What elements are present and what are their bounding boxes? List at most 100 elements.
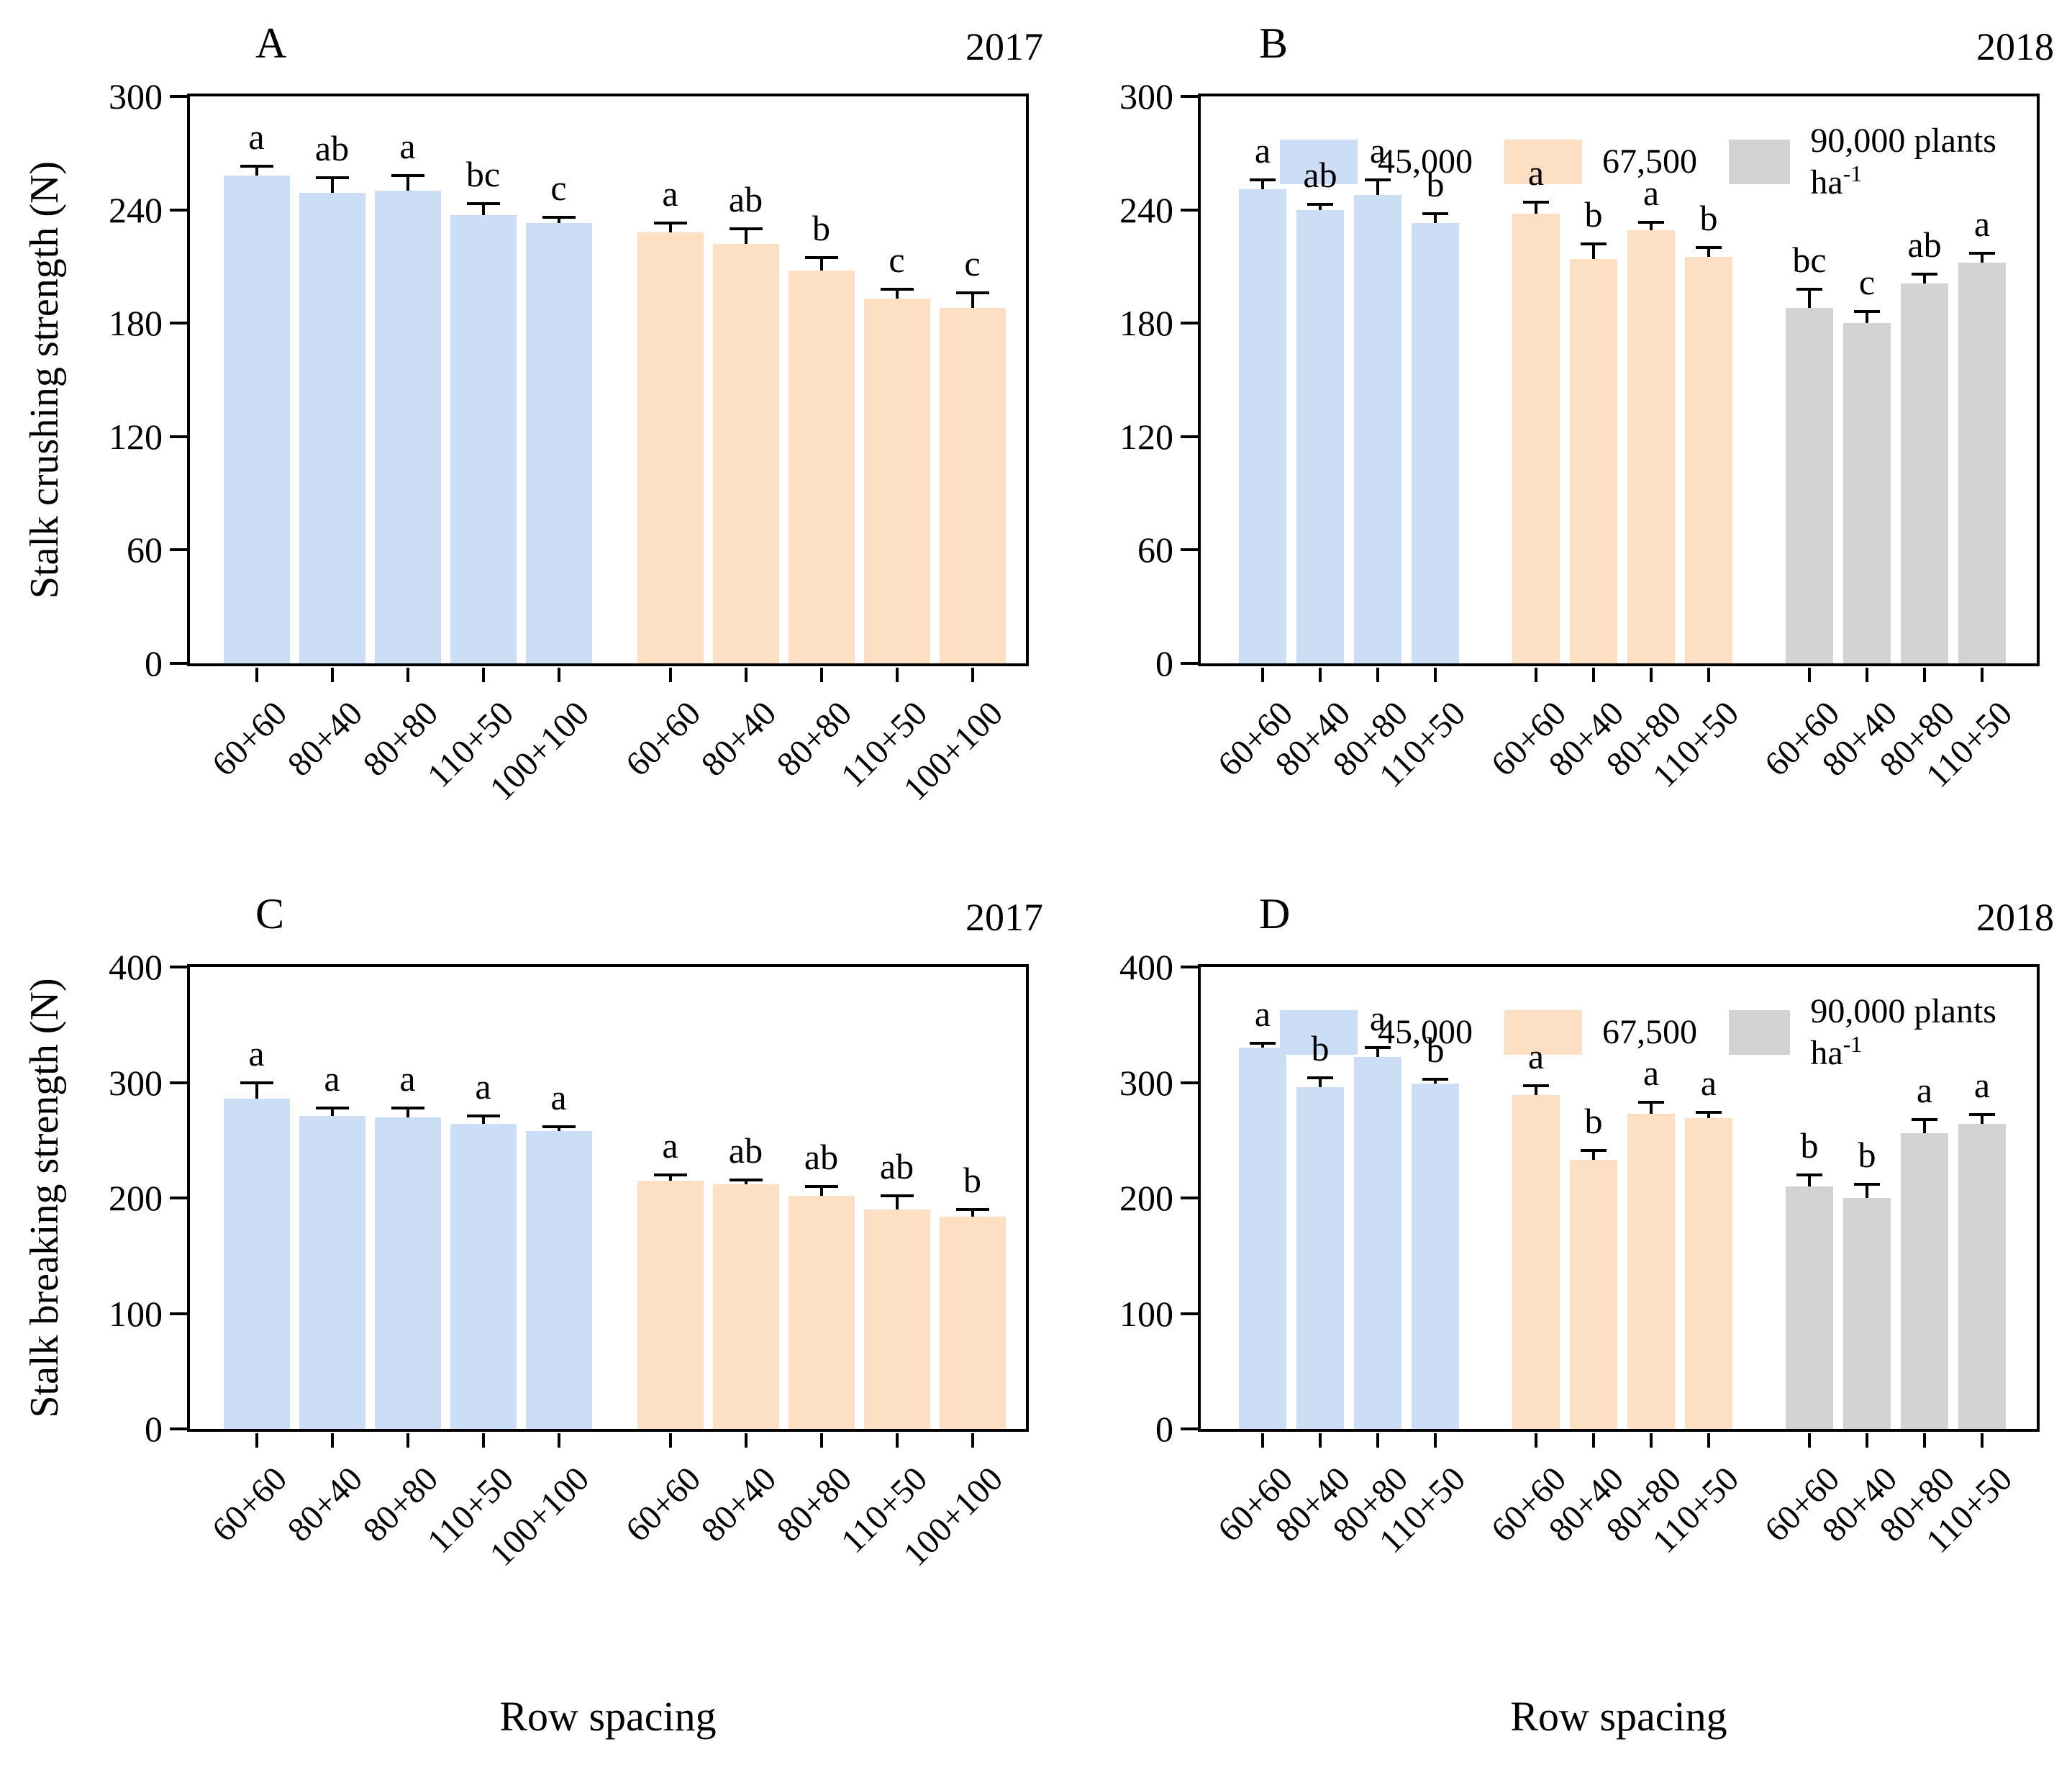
x-tick-mark <box>1650 1433 1653 1448</box>
bar-slot: ab 80+40 <box>694 96 783 784</box>
bar-slot: b 80+40 <box>1542 967 1632 1549</box>
significance-letter: a <box>399 1058 416 1099</box>
x-tick-mark <box>330 668 334 682</box>
x-tick-mark <box>1535 668 1537 682</box>
y-tick-mark <box>170 209 187 212</box>
x-tick-mark <box>1650 668 1653 682</box>
x-category-label: 60+60 <box>204 1459 294 1550</box>
bar-slot: b 110+50 <box>1372 96 1473 795</box>
error-bar-stem <box>1866 312 1868 323</box>
bars-row: a 60+60 a 80+40 a 80+80 a 110+50 a 100+100 a 60+60 a… <box>190 967 1026 1574</box>
error-bar-cap <box>1912 1118 1937 1121</box>
y-tick-mark <box>1181 1197 1198 1199</box>
bar-slot: a 110+50 <box>419 967 521 1561</box>
significance-letter: a <box>399 126 416 166</box>
y-axis-title-crushing: Stalk crushing strength (N) <box>22 160 67 599</box>
significance-letter: b <box>1311 1028 1330 1068</box>
error-bar-cap <box>542 216 576 219</box>
x-tick-mark <box>406 668 409 682</box>
significance-letter: b <box>1800 1125 1819 1166</box>
bar-slot: ab 80+80 <box>1873 96 1963 784</box>
error-bar-cap <box>1581 242 1607 245</box>
bar-D-45000-80+40 <box>1296 1087 1344 1429</box>
x-tick-mark <box>1981 668 1984 682</box>
error-bar-stem <box>1376 180 1379 195</box>
bar-slot: a 60+60 <box>204 967 294 1549</box>
bar-slot: b 100+100 <box>896 967 1010 1574</box>
y-tick-mark <box>170 322 187 324</box>
error-bar-stem <box>330 178 334 193</box>
bar-D-90000-80+80 <box>1901 1133 1948 1429</box>
x-tick-mark <box>971 668 974 682</box>
bar-D-67500-80+80 <box>1627 1114 1675 1429</box>
error-bar-stem <box>1808 1175 1811 1186</box>
bar-A-67500-80+40 <box>712 244 779 663</box>
legend-label: 90,000 plants ha-1 <box>1810 122 1996 201</box>
bar-C-67500-60+60 <box>637 1181 704 1429</box>
significance-letter: ab <box>728 179 763 219</box>
error-bar-stem <box>255 166 258 176</box>
bar-C-67500-110+50 <box>863 1209 930 1429</box>
error-bar-stem <box>744 229 748 244</box>
x-category-label: 60+60 <box>204 694 294 784</box>
significance-letter: a <box>1527 153 1545 193</box>
significance-letter: a <box>550 1077 567 1117</box>
bar-slot: b 60+60 <box>1758 967 1848 1549</box>
error-bar-cap <box>1796 288 1822 291</box>
bar-B-67500-60+60 <box>1512 214 1560 663</box>
significance-letter: a <box>1369 998 1386 1038</box>
y-tick-label: 0 <box>145 1409 163 1449</box>
series-group-45000: a 60+60 a 80+40 a 80+80 a 110+50 a 100+100 <box>204 967 596 1574</box>
significance-letter: ab <box>728 1130 763 1171</box>
error-bar-cap <box>804 256 838 259</box>
x-category-label: 80+40 <box>694 1459 783 1550</box>
x-tick-mark <box>1923 668 1926 682</box>
x-tick-mark <box>819 1433 823 1448</box>
bar-C-67500-80+80 <box>788 1196 855 1429</box>
error-bar-cap <box>391 1107 424 1109</box>
panel-label-C: C <box>255 890 285 938</box>
significance-letter: ab <box>879 1146 914 1186</box>
bar-B-67500-80+80 <box>1627 230 1675 663</box>
significance-letter: a <box>1527 1036 1545 1076</box>
significance-letter: c <box>1858 262 1876 302</box>
bar-slot: bc 110+50 <box>419 96 521 795</box>
error-bar-stem <box>406 1108 409 1117</box>
error-bar-stem <box>1376 1048 1379 1057</box>
error-bar-stem <box>1319 204 1322 210</box>
significance-letter: b <box>963 1160 981 1200</box>
bar-B-67500-110+50 <box>1685 257 1732 663</box>
error-bar-stem <box>1707 248 1710 257</box>
error-bar-stem <box>557 217 560 223</box>
error-bar-cap <box>1250 1042 1276 1045</box>
bar-slot: a 80+40 <box>280 967 370 1549</box>
x-tick-mark <box>1592 1433 1595 1448</box>
error-bar-cap <box>1638 221 1664 224</box>
error-bar-cap <box>1422 1078 1448 1081</box>
legend: 45,000 67,500 90,000 plants ha-1 <box>1201 121 2037 202</box>
y-tick-mark <box>170 1427 187 1430</box>
plot-area-A: a 60+60 ab 80+40 a 80+80 bc 110+50 c 100+100 a 60+6… <box>187 94 1029 808</box>
legend-item: 45,000 <box>1280 139 1473 184</box>
x-tick-mark <box>1808 668 1811 682</box>
bar-A-45000-110+50 <box>450 215 517 663</box>
bar-A-67500-80+80 <box>788 271 855 663</box>
error-bar-cap <box>1307 203 1333 206</box>
error-bar-cap <box>1969 1113 1995 1116</box>
x-tick-mark <box>819 668 823 682</box>
y-tick-mark <box>170 662 187 665</box>
significance-letter: a <box>662 1125 678 1166</box>
significance-letter: c <box>550 168 567 208</box>
significance-letter: b <box>1858 1135 1876 1175</box>
y-tick-label: 0 <box>145 643 163 684</box>
error-bar-cap <box>1969 252 1995 255</box>
bar-slot: a 80+80 <box>1326 96 1416 784</box>
bar-slot: a 80+80 <box>355 96 445 784</box>
error-bar-cap <box>1307 1076 1333 1079</box>
x-tick-mark <box>481 668 485 682</box>
x-tick-mark <box>1535 1433 1537 1448</box>
x-tick-mark <box>1261 668 1264 682</box>
error-bar-stem <box>1261 180 1264 189</box>
error-bar-cap <box>1912 273 1937 276</box>
bar-slot: a 110+50 <box>1919 96 2019 795</box>
